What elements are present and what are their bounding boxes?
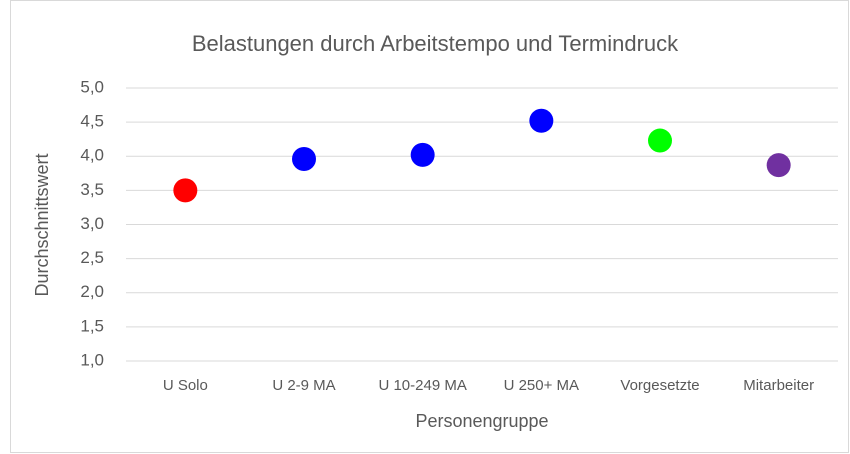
y-tick-label: 3,5 bbox=[80, 180, 104, 199]
y-axis-label: Durchschnittswert bbox=[32, 153, 52, 296]
y-tick-label: 1,0 bbox=[80, 350, 104, 369]
dot bbox=[766, 153, 791, 178]
dot bbox=[648, 128, 672, 153]
x-tick-label: U 10-249 MA bbox=[378, 377, 466, 394]
x-tick-label: U Solo bbox=[163, 377, 208, 394]
x-tick-label: U 2-9 MA bbox=[272, 377, 335, 394]
y-tick-label: 2,0 bbox=[80, 282, 104, 301]
y-tick-label: 5,0 bbox=[80, 77, 104, 96]
y-tick-label: 1,5 bbox=[80, 316, 104, 335]
x-tick-label: Vorgesetzte bbox=[620, 377, 699, 394]
dot bbox=[173, 178, 198, 203]
dot bbox=[529, 108, 554, 133]
y-tick-label: 4,5 bbox=[80, 112, 104, 131]
y-tick-label: 2,5 bbox=[80, 248, 104, 267]
x-axis-label: Personengruppe bbox=[415, 411, 548, 431]
chart-title: Belastungen durch Arbeitstempo und Termi… bbox=[192, 31, 679, 56]
x-tick-label: U 250+ MA bbox=[504, 377, 579, 394]
x-tick-label: Mitarbeiter bbox=[743, 377, 814, 394]
dot bbox=[410, 142, 435, 167]
y-tick-label: 3,0 bbox=[80, 214, 104, 233]
dot bbox=[292, 146, 316, 171]
chart-frame bbox=[10, 0, 849, 453]
y-tick-label: 4,0 bbox=[80, 146, 104, 165]
